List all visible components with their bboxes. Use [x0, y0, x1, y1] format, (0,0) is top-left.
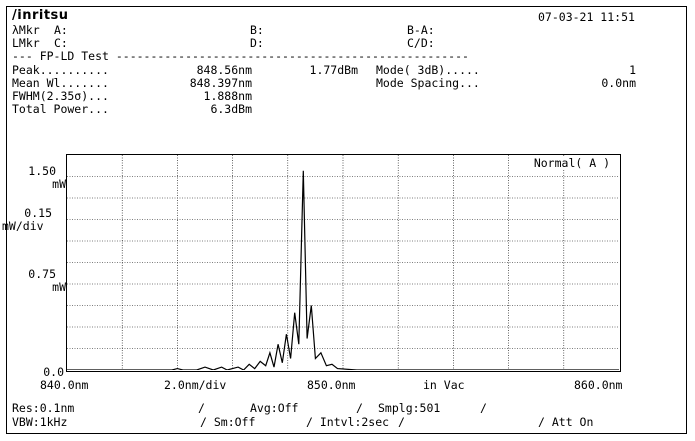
spectrum-svg: [67, 155, 619, 370]
smoothing: / Sm:Off: [200, 416, 255, 429]
separator: /: [356, 402, 363, 415]
datetime: 07-03-21 11:51: [538, 11, 635, 24]
interval: / Intvl:2sec: [306, 416, 389, 429]
separator: /: [480, 402, 487, 415]
mode-spacing-label: Mode Spacing...: [376, 77, 480, 90]
x-scale: 2.0nm/div: [164, 379, 226, 392]
resolution: Res:0.1nm: [12, 402, 74, 415]
display-mode: Normal( A ): [532, 157, 612, 170]
mode-spacing-value: 0.0nm: [560, 77, 636, 90]
total-power-label: Total Power...: [12, 103, 109, 116]
fp-ld-test-title: --- FP-LD Test -------------------------…: [12, 50, 469, 63]
y-top-value: 1.50: [6, 165, 56, 178]
anritsu-logo: /inritsu: [12, 9, 69, 22]
separator: /: [398, 416, 405, 429]
x-center: 850.0nm: [307, 379, 355, 392]
average: Avg:Off: [250, 402, 298, 415]
attenuator: / Att On: [538, 416, 593, 429]
y-top-unit: mW: [6, 178, 66, 191]
y-scale-unit: mW/div: [2, 220, 44, 233]
x-stop: 860.0nm: [574, 379, 622, 392]
y-mid-value: 0.75: [6, 268, 56, 281]
peak-power: 1.77dBm: [270, 64, 358, 77]
x-start: 840.0nm: [40, 379, 88, 392]
sampling: Smplg:501: [378, 402, 440, 415]
vbw: VBW:1kHz: [12, 416, 67, 429]
x-medium: in Vac: [423, 379, 465, 392]
separator: /: [198, 402, 205, 415]
y-mid-unit: mW: [6, 281, 66, 294]
total-power-value: 6.3dBm: [162, 103, 252, 116]
spectrum-plot: Normal( A ): [66, 154, 621, 372]
